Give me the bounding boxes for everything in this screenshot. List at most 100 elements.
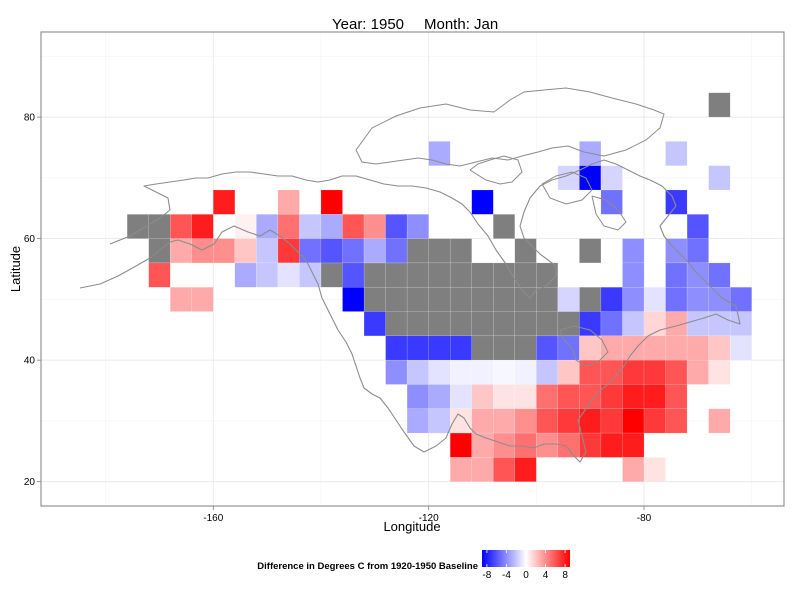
heatmap-cell <box>514 432 537 458</box>
missing-cell <box>406 311 429 337</box>
heatmap-cell <box>493 432 515 458</box>
missing-cell <box>363 287 386 312</box>
heatmap-cell <box>622 287 645 312</box>
legend-tick-label: -8 <box>482 570 491 581</box>
heatmap-cell <box>191 214 214 239</box>
missing-cell <box>579 287 602 312</box>
heatmap-cell <box>622 457 645 482</box>
heatmap-cell <box>665 335 688 361</box>
y-tick-label: 60 <box>24 234 36 245</box>
heatmap-cell <box>449 432 472 458</box>
heatmap-cell <box>493 384 515 409</box>
heatmap-cell <box>148 262 171 288</box>
missing-cell <box>320 262 343 288</box>
heatmap-cell <box>600 408 623 434</box>
missing-cell <box>428 287 451 312</box>
legend-ticks: -8 -4 0 4 8 <box>482 550 568 581</box>
heatmap-cell <box>579 408 602 434</box>
missing-cell <box>471 262 494 288</box>
heatmap-cell <box>406 384 429 409</box>
legend-tick-label: -4 <box>502 570 511 581</box>
heatmap-cell <box>665 408 688 434</box>
heatmap-cell <box>234 238 257 264</box>
missing-cell <box>449 287 472 312</box>
heatmap-cell <box>686 359 709 385</box>
heatmap-cell <box>385 214 408 239</box>
heatmap-cell <box>686 287 709 312</box>
heatmap-cell <box>708 165 731 191</box>
missing-cell <box>536 287 559 312</box>
heatmap-cell <box>579 311 602 337</box>
heatmap-cell <box>536 408 559 434</box>
heatmap-cell <box>643 287 666 312</box>
heatmap-cell <box>665 141 688 166</box>
heatmap-cell <box>342 214 365 239</box>
heatmap-cell <box>536 384 559 409</box>
heatmap-cell <box>557 408 580 434</box>
legend-tick-label: 0 <box>523 570 529 581</box>
heatmap-cell <box>665 262 688 288</box>
heatmap-cell <box>643 359 666 385</box>
heatmap-cell <box>493 359 515 385</box>
heatmap-cell <box>536 359 559 385</box>
missing-cell <box>449 262 472 288</box>
heatmap-cell <box>622 311 645 337</box>
x-tick-label: -120 <box>419 513 439 524</box>
heatmap-cell <box>643 408 666 434</box>
heatmap-cells <box>126 92 752 482</box>
heatmap-cell <box>665 287 688 312</box>
heatmap-cell <box>256 214 279 239</box>
heatmap-cell <box>299 214 322 239</box>
heatmap-cell <box>514 359 537 385</box>
heatmap-cell <box>471 457 494 482</box>
missing-cell <box>385 262 408 288</box>
heatmap-cell <box>686 335 709 361</box>
missing-cell <box>385 311 408 337</box>
missing-cell <box>406 238 429 264</box>
heatmap-cell <box>600 287 623 312</box>
heatmap-cell <box>514 408 537 434</box>
heatmap-cell <box>342 287 365 312</box>
heatmap-cell <box>320 214 343 239</box>
legend-title: Difference in Degrees C from 1920-1950 B… <box>257 561 478 572</box>
legend-color-bar <box>482 550 570 567</box>
color-legend: Difference in Degrees C from 1920-1950 B… <box>257 550 570 581</box>
heatmap-cell <box>665 359 688 385</box>
heatmap-cell <box>320 189 343 215</box>
missing-cell <box>493 262 515 288</box>
heatmap-cell <box>406 408 429 434</box>
heatmap-cell <box>622 335 645 361</box>
heatmap-cell <box>191 287 214 312</box>
missing-cell <box>428 311 451 337</box>
missing-cell <box>493 287 515 312</box>
heatmap-cell <box>622 262 645 288</box>
heatmap-cell <box>665 384 688 409</box>
heatmap-cell <box>363 214 386 239</box>
heatmap-cell <box>708 408 731 434</box>
heatmap-cell <box>170 214 192 239</box>
heatmap-cell <box>600 311 623 337</box>
heatmap-cell <box>622 432 645 458</box>
heatmap-cell <box>277 214 300 239</box>
missing-cell <box>428 262 451 288</box>
heatmap-cell <box>299 238 322 264</box>
x-axis-title: Longitude <box>383 519 440 534</box>
heatmap-cell <box>622 384 645 409</box>
missing-cell <box>471 335 494 361</box>
heatmap-cell <box>213 189 236 215</box>
heatmap-cell <box>449 359 472 385</box>
missing-cell <box>579 238 602 264</box>
heatmap-cell <box>471 408 494 434</box>
heatmap-cell <box>299 262 322 288</box>
heatmap-cell <box>686 238 709 264</box>
heatmap-cell <box>600 189 623 215</box>
x-tick-label: -80 <box>637 513 652 524</box>
heatmap-cell <box>428 141 451 166</box>
heatmap-cell <box>277 189 300 215</box>
missing-cell <box>708 92 731 118</box>
heatmap-cell <box>471 384 494 409</box>
missing-cell <box>363 262 386 288</box>
heatmap-cell <box>708 335 731 361</box>
heatmap-cell <box>385 238 408 264</box>
heatmap-cell <box>428 408 451 434</box>
